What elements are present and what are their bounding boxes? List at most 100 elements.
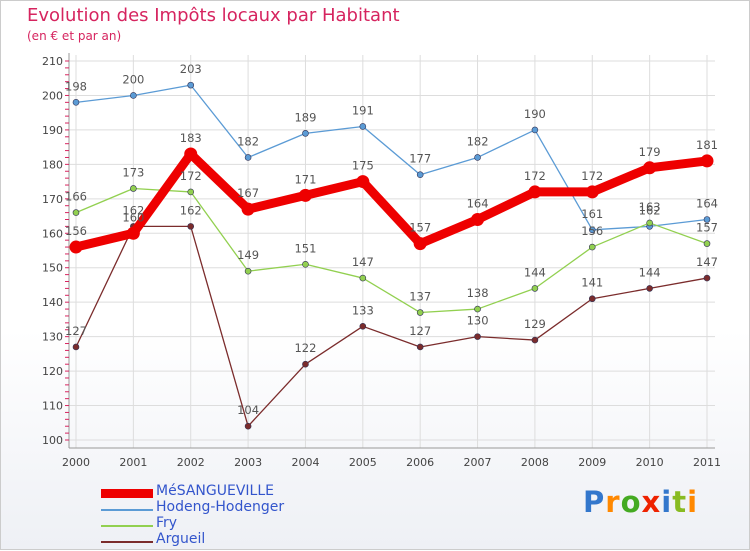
series-point-0 [184,147,198,161]
y-tick-label: 180 [42,158,63,171]
data-label-3: 162 [122,203,144,217]
legend-label: Fry [156,515,178,531]
data-label-2: 147 [352,255,374,269]
series-point-2 [187,188,195,196]
data-label-0: 172 [581,169,603,183]
series-point-2 [359,274,367,282]
data-label-1: 182 [467,134,489,148]
legend-item: MéSANGUEVILLE [101,483,401,501]
y-tick-label: 170 [42,193,63,206]
data-label-2: 173 [122,165,144,179]
data-label-3: 127 [409,324,431,338]
logo-letter: x [641,485,662,519]
series-point-3 [474,333,481,340]
logo-letter: i [661,485,673,519]
series-line-1 [75,84,708,231]
data-label-1: 200 [122,72,144,86]
data-label-3: 141 [581,276,603,290]
series-point-1 [703,216,711,223]
data-label-0: 156 [65,224,87,238]
data-label-2: 138 [467,286,489,300]
y-tick-label: 120 [42,365,63,378]
series-point-0 [298,188,312,202]
x-tick-label: 2005 [349,456,377,469]
data-label-0: 183 [180,131,202,145]
legend-item: Hodeng-Hodenger [101,499,401,517]
x-tick-label: 2004 [291,456,319,469]
data-label-1: 203 [180,62,202,76]
series-point-2 [531,285,539,292]
series-point-0 [585,185,599,199]
series-point-0 [413,237,427,251]
series-point-1 [130,92,137,99]
data-label-3: 129 [524,317,546,331]
legend-swatch [101,489,153,498]
grid-layer [69,55,715,448]
data-label-2: 163 [639,200,661,214]
series-layer [69,81,714,430]
data-label-2: 166 [65,190,87,204]
x-tick-label: 2001 [119,456,147,469]
legend-label: Argueil [156,531,206,547]
y-tick-label: 200 [42,89,63,102]
axis-layer: 100 110 120 130 140 150 160 170 180 190 200 210 2000… [42,53,721,469]
x-tick-label: 2010 [636,456,664,469]
logo-letter: t [672,485,688,519]
data-label-2: 149 [237,248,259,262]
y-tick-label: 140 [42,296,63,309]
data-label-1: 177 [409,152,431,166]
logo-letter: P [583,485,606,519]
data-label-0: 179 [639,145,661,159]
legend-swatch [101,525,153,527]
logo-letter: o [620,485,642,519]
series-point-1 [187,81,195,89]
data-label-2: 172 [180,169,202,183]
series-line-3 [75,225,708,427]
data-label-0: 181 [696,138,718,152]
series-point-0 [241,202,255,216]
series-point-1 [416,171,424,178]
legend-swatch [101,541,153,543]
series-point-3 [302,360,309,368]
series-point-0 [126,226,140,240]
y-tick-label: 190 [42,124,63,137]
series-point-1 [588,226,596,234]
data-label-3: 122 [294,341,316,355]
data-label-3: 162 [180,203,202,217]
logo-letter: r [605,485,621,519]
data-label-1: 189 [294,110,316,124]
data-label-2: 157 [696,221,718,235]
legend-label: Hodeng-Hodenger [156,499,285,515]
x-tick-label: 2008 [521,456,549,469]
data-label-0: 171 [294,172,316,186]
legend-item: Argueil [101,531,401,549]
data-label-1: 162 [639,203,661,217]
y-tick-label: 100 [42,434,63,447]
series-point-1 [359,123,367,130]
series-point-1 [474,154,481,161]
series-point-1 [302,130,309,137]
data-label-3: 133 [352,303,374,317]
series-point-0 [69,240,83,254]
data-label-2: 144 [524,265,546,279]
series-point-2 [130,185,137,192]
data-label-2: 156 [581,224,603,238]
data-label-0: 167 [237,186,259,200]
series-point-2 [244,267,252,275]
series-point-2 [302,260,309,268]
series-point-3 [588,295,596,303]
series-line-2 [75,187,708,314]
series-point-3 [646,285,653,292]
series-point-3 [244,422,252,430]
x-tick-label: 2006 [406,456,434,469]
y-tick-label: 160 [42,227,63,240]
chart-title: Evolution des Impôts locaux par Habitant [27,5,400,26]
series-point-2 [416,309,424,316]
series-point-0 [700,154,714,168]
series-point-1 [72,99,80,106]
series-point-2 [588,243,596,251]
series-point-2 [474,305,481,313]
data-label-3: 127 [65,324,87,338]
y-tick-label: 210 [42,55,63,68]
